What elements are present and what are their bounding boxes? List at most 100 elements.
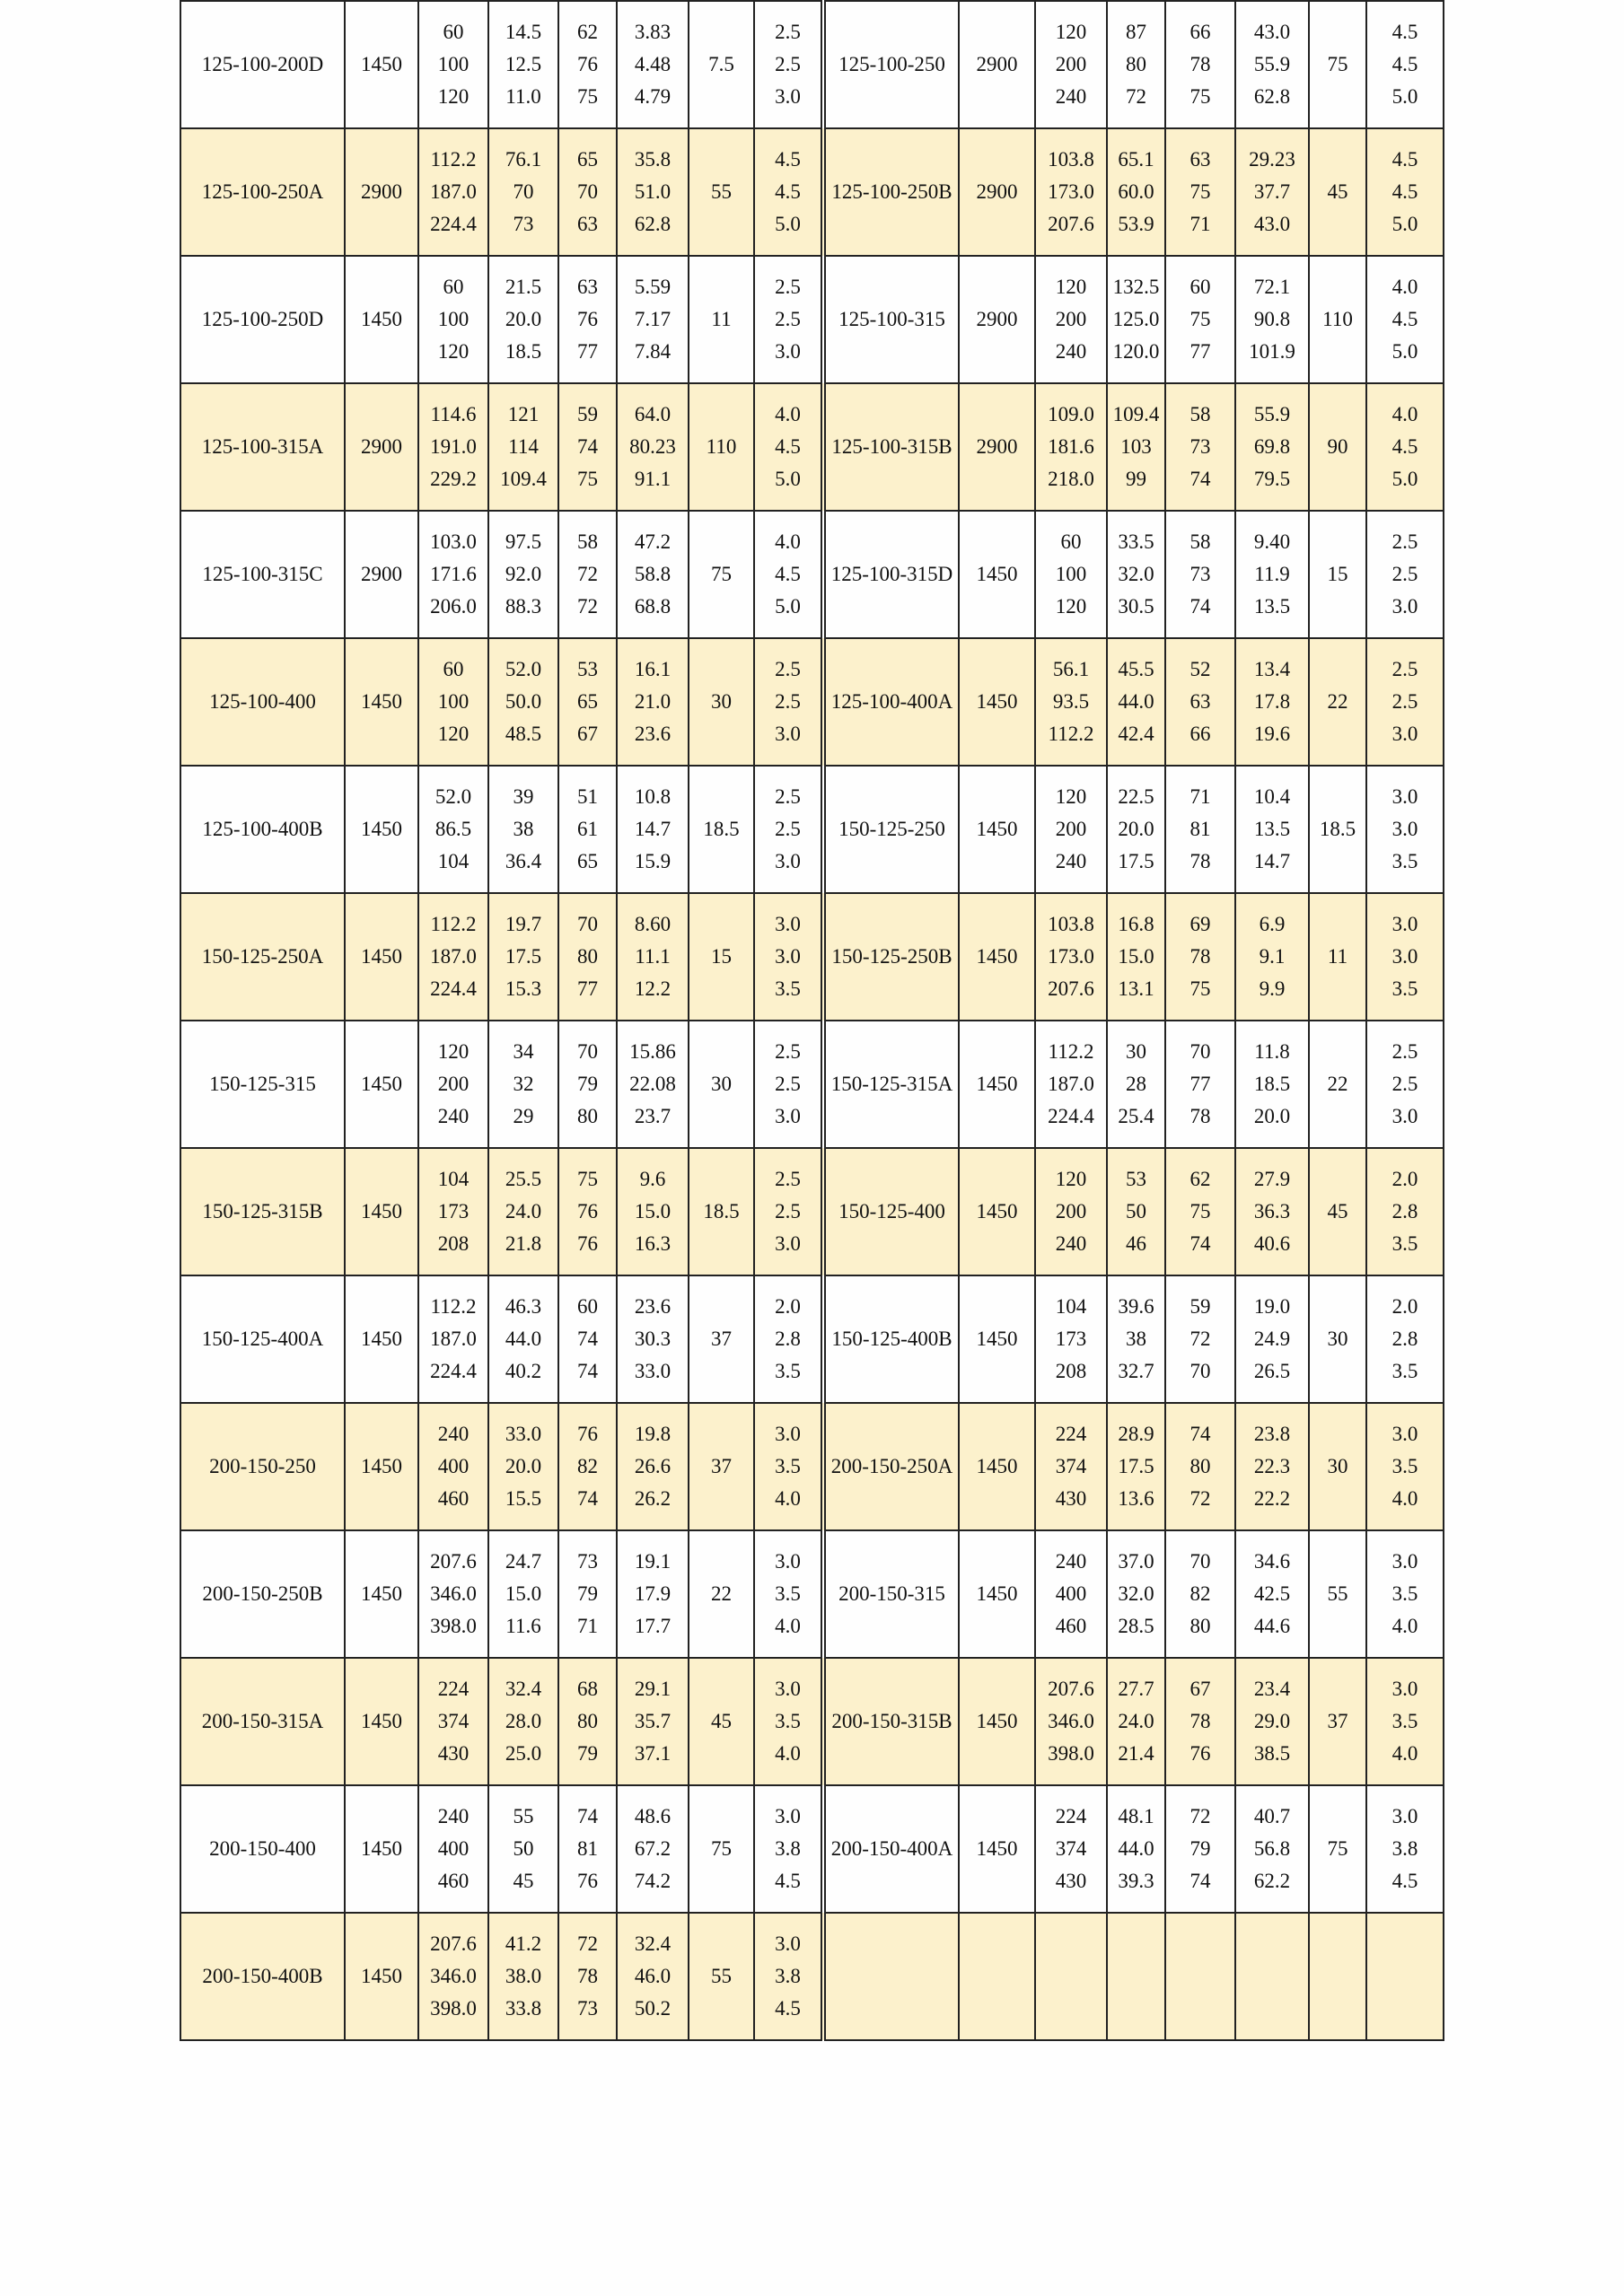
npsh-cell-value: 3.0 [775,85,801,108]
right-shaft-power-cell: 43.0 55.9 62.8 [1234,0,1310,129]
head-cell-value: 120.0 [1112,340,1160,363]
right-speed-cell: 1450 [958,1275,1036,1404]
efficiency-cell-value: 76 [577,1200,598,1222]
npsh-cell-value: 2.5 [775,658,801,680]
efficiency-cell-value: 58 [1189,530,1211,553]
shaft-power-cell-value: 62.8 [1253,85,1291,108]
head-cell-value: 33.5 [1118,530,1154,553]
table-row: 125-100-315A 2900 114.6 191.0 229.2 121 114 109… [180,382,1444,512]
npsh-cell-value: 4.5 [1391,180,1418,203]
flow-cell-value: 60 [443,276,464,298]
shaft-power-cell-value: 33.0 [634,1360,672,1382]
head-cell-value: 19.7 [505,913,542,935]
left-model-cell: 125-100-315C [180,510,346,639]
flow-cell-value: 114.6 [430,403,477,425]
shaft-power-cell-value: 22.2 [1253,1487,1291,1510]
efficiency-cell-value: 67 [577,723,598,745]
flow-cell-value: 200 [1055,308,1087,330]
shaft-power-cell-value: 26.5 [1253,1360,1291,1382]
shaft-power-cell-value: 26.2 [634,1487,672,1510]
right-shaft-power-cell: 27.9 36.3 40.6 [1234,1147,1310,1276]
right-efficiency-cell: 67 78 76 [1164,1657,1236,1786]
efficiency-cell-value: 71 [1189,785,1211,808]
npsh-cell-value: 4.0 [775,530,801,553]
right-model-cell: 200-150-400A [821,1784,960,1914]
efficiency-cell-value: 80 [577,1710,598,1732]
flow-cell-value: 187.0 [430,945,477,968]
right-model-cell: 150-125-250 [821,765,960,894]
efficiency-cell-value: 73 [577,1997,598,2020]
left-flow-cell: 60 100 120 [417,0,489,129]
flow-cell-value: 93.5 [1052,690,1090,713]
head-cell-value: 38 [1126,1328,1146,1350]
efficiency-cell-value: 75 [1189,85,1211,108]
left-head-cell: 46.3 44.0 40.2 [487,1275,559,1404]
head-cell-value: 32.7 [1118,1360,1154,1382]
flow-cell-value: 374 [1055,1455,1087,1477]
flow-cell-value: 430 [1055,1487,1087,1510]
flow-cell-value: 346.0 [1048,1710,1094,1732]
left-shaft-power-cell: 8.60 11.1 12.2 [616,892,689,1021]
left-shaft-power-cell: 19.8 26.6 26.2 [616,1402,689,1531]
right-flow-cell: 120 200 240 [1034,765,1108,894]
shaft-power-cell-value: 43.0 [1253,21,1291,43]
head-cell-value: 38 [513,818,534,840]
head-cell-value: 32.0 [1118,563,1154,585]
head-cell-value: 15.0 [1118,945,1154,968]
flow-cell-value: 400 [437,1455,470,1477]
shaft-power-cell-value: 11.8 [1254,1040,1290,1063]
efficiency-cell-value: 76 [577,1423,598,1445]
left-shaft-power-cell: 15.86 22.08 23.7 [616,1020,689,1149]
right-shaft-power-cell: 9.40 11.9 13.5 [1234,510,1310,639]
efficiency-cell-value: 61 [577,818,598,840]
efficiency-cell-value: 77 [577,977,598,1000]
shaft-power-cell-value: 9.6 [639,1168,666,1190]
left-head-cell: 97.5 92.0 88.3 [487,510,559,639]
npsh-cell-value: 3.0 [1391,1678,1418,1700]
flow-cell-value: 430 [437,1742,470,1765]
shaft-power-cell-value: 72.1 [1253,276,1291,298]
efficiency-cell-value: 63 [577,213,598,235]
right-motor-power-cell: 18.5 [1308,765,1367,894]
right-npsh-cell: 3.0 3.5 4.0 [1365,1402,1444,1531]
npsh-cell-value: 2.0 [1391,1168,1418,1190]
left-npsh-cell: 3.0 3.8 4.5 [753,1912,824,2041]
right-flow-cell: 103.8 173.0 207.6 [1034,127,1108,257]
head-cell-value: 20.0 [505,308,542,330]
head-cell-value: 28.5 [1118,1615,1154,1637]
head-cell-value: 87 [1126,21,1146,43]
head-cell-value: 29 [513,1105,534,1127]
npsh-cell-value: 3.5 [775,1582,801,1605]
right-model-cell: 125-100-250B [821,127,960,257]
npsh-cell-value: 4.5 [775,1997,801,2020]
left-motor-power-cell: 75 [688,510,755,639]
efficiency-cell-value: 70 [1189,1360,1211,1382]
left-speed-cell: 2900 [344,127,419,257]
right-shaft-power-cell: 6.9 9.1 9.9 [1234,892,1310,1021]
right-flow-cell: 224 374 430 [1034,1784,1108,1914]
right-head-cell: 28.9 17.5 13.6 [1106,1402,1166,1531]
left-model-cell: 125-100-315A [180,382,346,512]
left-model-cell: 150-125-400A [180,1275,346,1404]
right-shaft-power-cell: 23.8 22.3 22.2 [1234,1402,1310,1531]
head-cell-value: 125.0 [1112,308,1160,330]
right-npsh-cell: 2.0 2.8 3.5 [1365,1275,1444,1404]
efficiency-cell-value: 75 [577,468,598,490]
head-cell-value: 20.0 [505,1455,542,1477]
shaft-power-cell-value: 79.5 [1253,468,1291,490]
right-shaft-power-cell: 55.9 69.8 79.5 [1234,382,1310,512]
efficiency-cell-value: 82 [577,1455,598,1477]
left-speed-cell: 2900 [344,382,419,512]
npsh-cell-value: 2.5 [775,276,801,298]
left-model-cell: 150-125-315 [180,1020,346,1149]
right-speed-cell: 1450 [958,765,1036,894]
efficiency-cell-value: 53 [577,658,598,680]
flow-cell-value: 103.8 [1048,913,1094,935]
shaft-power-cell-value: 22.3 [1253,1455,1291,1477]
flow-cell-value: 240 [1055,850,1087,872]
table-row: 125-100-315C 2900 103.0 171.6 206.0 97.5 92.0 8… [180,510,1444,639]
head-cell-value: 25.5 [505,1168,542,1190]
left-speed-cell: 1450 [344,1402,419,1531]
flow-cell-value: 104 [437,1168,470,1190]
table-row: 125-100-400 1450 60 100 120 52.0 50.0 48.5 53 65 6… [180,637,1444,767]
